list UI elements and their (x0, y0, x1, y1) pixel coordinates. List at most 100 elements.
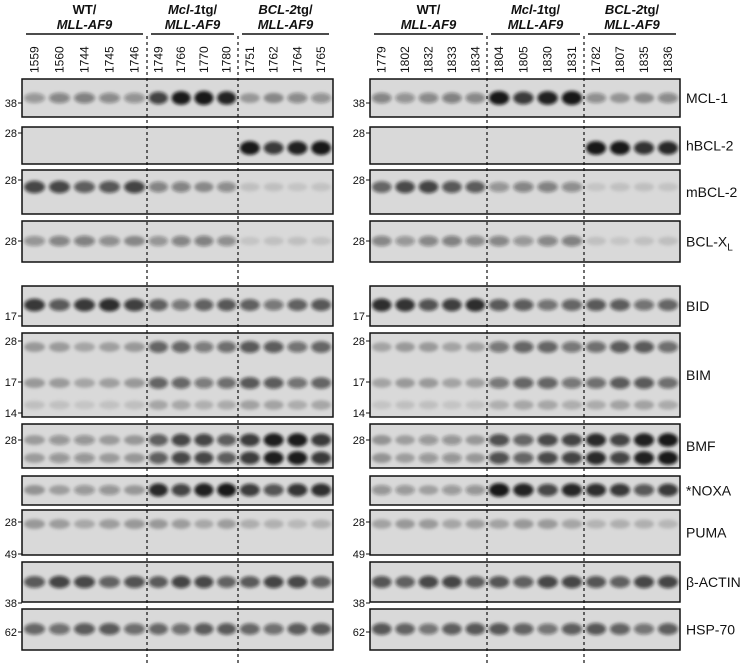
band (513, 623, 534, 635)
band (148, 235, 168, 247)
band (609, 623, 631, 635)
band (633, 377, 655, 389)
band (561, 575, 583, 589)
band (418, 378, 439, 388)
group-header-part: WT/ (417, 2, 441, 17)
protein-label: MCL-1 (686, 90, 728, 106)
band (488, 235, 510, 247)
lane-label: 1744 (78, 46, 92, 73)
band (263, 433, 284, 447)
band (217, 519, 237, 529)
band (609, 141, 631, 155)
band (239, 377, 260, 389)
band (488, 623, 510, 635)
band (171, 483, 191, 497)
lane-label: 1834 (468, 46, 482, 73)
band (395, 519, 415, 529)
band (395, 485, 415, 495)
protein-label: BMF (686, 438, 716, 454)
band (124, 298, 145, 312)
blot-strip (21, 169, 334, 215)
band (418, 575, 439, 589)
lane-label: 1559 (28, 46, 42, 73)
band (311, 400, 332, 410)
lane-label: 1766 (174, 46, 188, 73)
band (99, 92, 120, 104)
band (287, 623, 308, 635)
band (24, 576, 45, 588)
mw-marker: 49 (353, 549, 365, 561)
band (148, 299, 168, 311)
band (561, 483, 583, 497)
lane-label: 1779 (375, 46, 389, 73)
band (585, 182, 607, 192)
band (124, 453, 145, 463)
lane-label: 1835 (637, 46, 651, 73)
band (585, 400, 607, 410)
protein-name: BCL-X (686, 234, 728, 250)
band (239, 93, 260, 103)
band (633, 236, 655, 246)
band (99, 435, 120, 445)
protein-name: *NOXA (686, 483, 732, 499)
band (239, 576, 260, 588)
band (633, 519, 655, 529)
lane-label: 1805 (516, 46, 530, 73)
group-header: BCL-2tg/ (258, 2, 313, 17)
band (442, 235, 462, 247)
band (442, 485, 462, 495)
band (311, 519, 332, 529)
lane-label: 1802 (398, 46, 412, 73)
mw-marker: 28 (353, 175, 365, 187)
band (124, 485, 145, 495)
band (418, 519, 439, 529)
band (465, 181, 486, 193)
mw-marker: 17 (5, 377, 17, 389)
band (217, 452, 237, 464)
lane-label: 1836 (661, 46, 675, 73)
band (609, 400, 631, 410)
band (148, 519, 168, 529)
band (311, 141, 332, 155)
group-header: MLL-AF9 (401, 17, 457, 32)
protein-label: BID (686, 298, 709, 314)
group-header: WT/ (417, 2, 441, 17)
band (287, 377, 308, 389)
band (585, 141, 607, 155)
band (561, 451, 583, 465)
band (263, 400, 284, 410)
band (74, 235, 95, 247)
band (418, 400, 439, 410)
band (124, 400, 145, 410)
band (465, 623, 486, 635)
band (371, 378, 392, 388)
band (124, 342, 145, 352)
band (465, 519, 486, 529)
mw-marker: 28 (353, 128, 365, 140)
band (239, 400, 260, 410)
band (148, 623, 168, 635)
lane-label: 1833 (445, 46, 459, 73)
band (488, 91, 510, 105)
band (371, 576, 392, 588)
band (74, 575, 95, 589)
band (171, 575, 191, 589)
band (171, 377, 191, 389)
band (537, 451, 558, 465)
band (418, 452, 439, 464)
group-header-part: BCL-2 (258, 2, 297, 17)
band (442, 92, 462, 104)
band (442, 181, 462, 193)
band (287, 182, 308, 192)
band (585, 341, 607, 353)
band (585, 451, 607, 465)
band (239, 341, 260, 353)
mw-marker: 38 (5, 598, 17, 610)
band (239, 451, 260, 465)
band (311, 433, 332, 447)
band (99, 298, 120, 312)
group-header-part: Mcl-1 (168, 2, 201, 17)
band (633, 141, 655, 155)
protein-name: BIM (686, 367, 711, 383)
mw-marker: 28 (5, 128, 17, 140)
